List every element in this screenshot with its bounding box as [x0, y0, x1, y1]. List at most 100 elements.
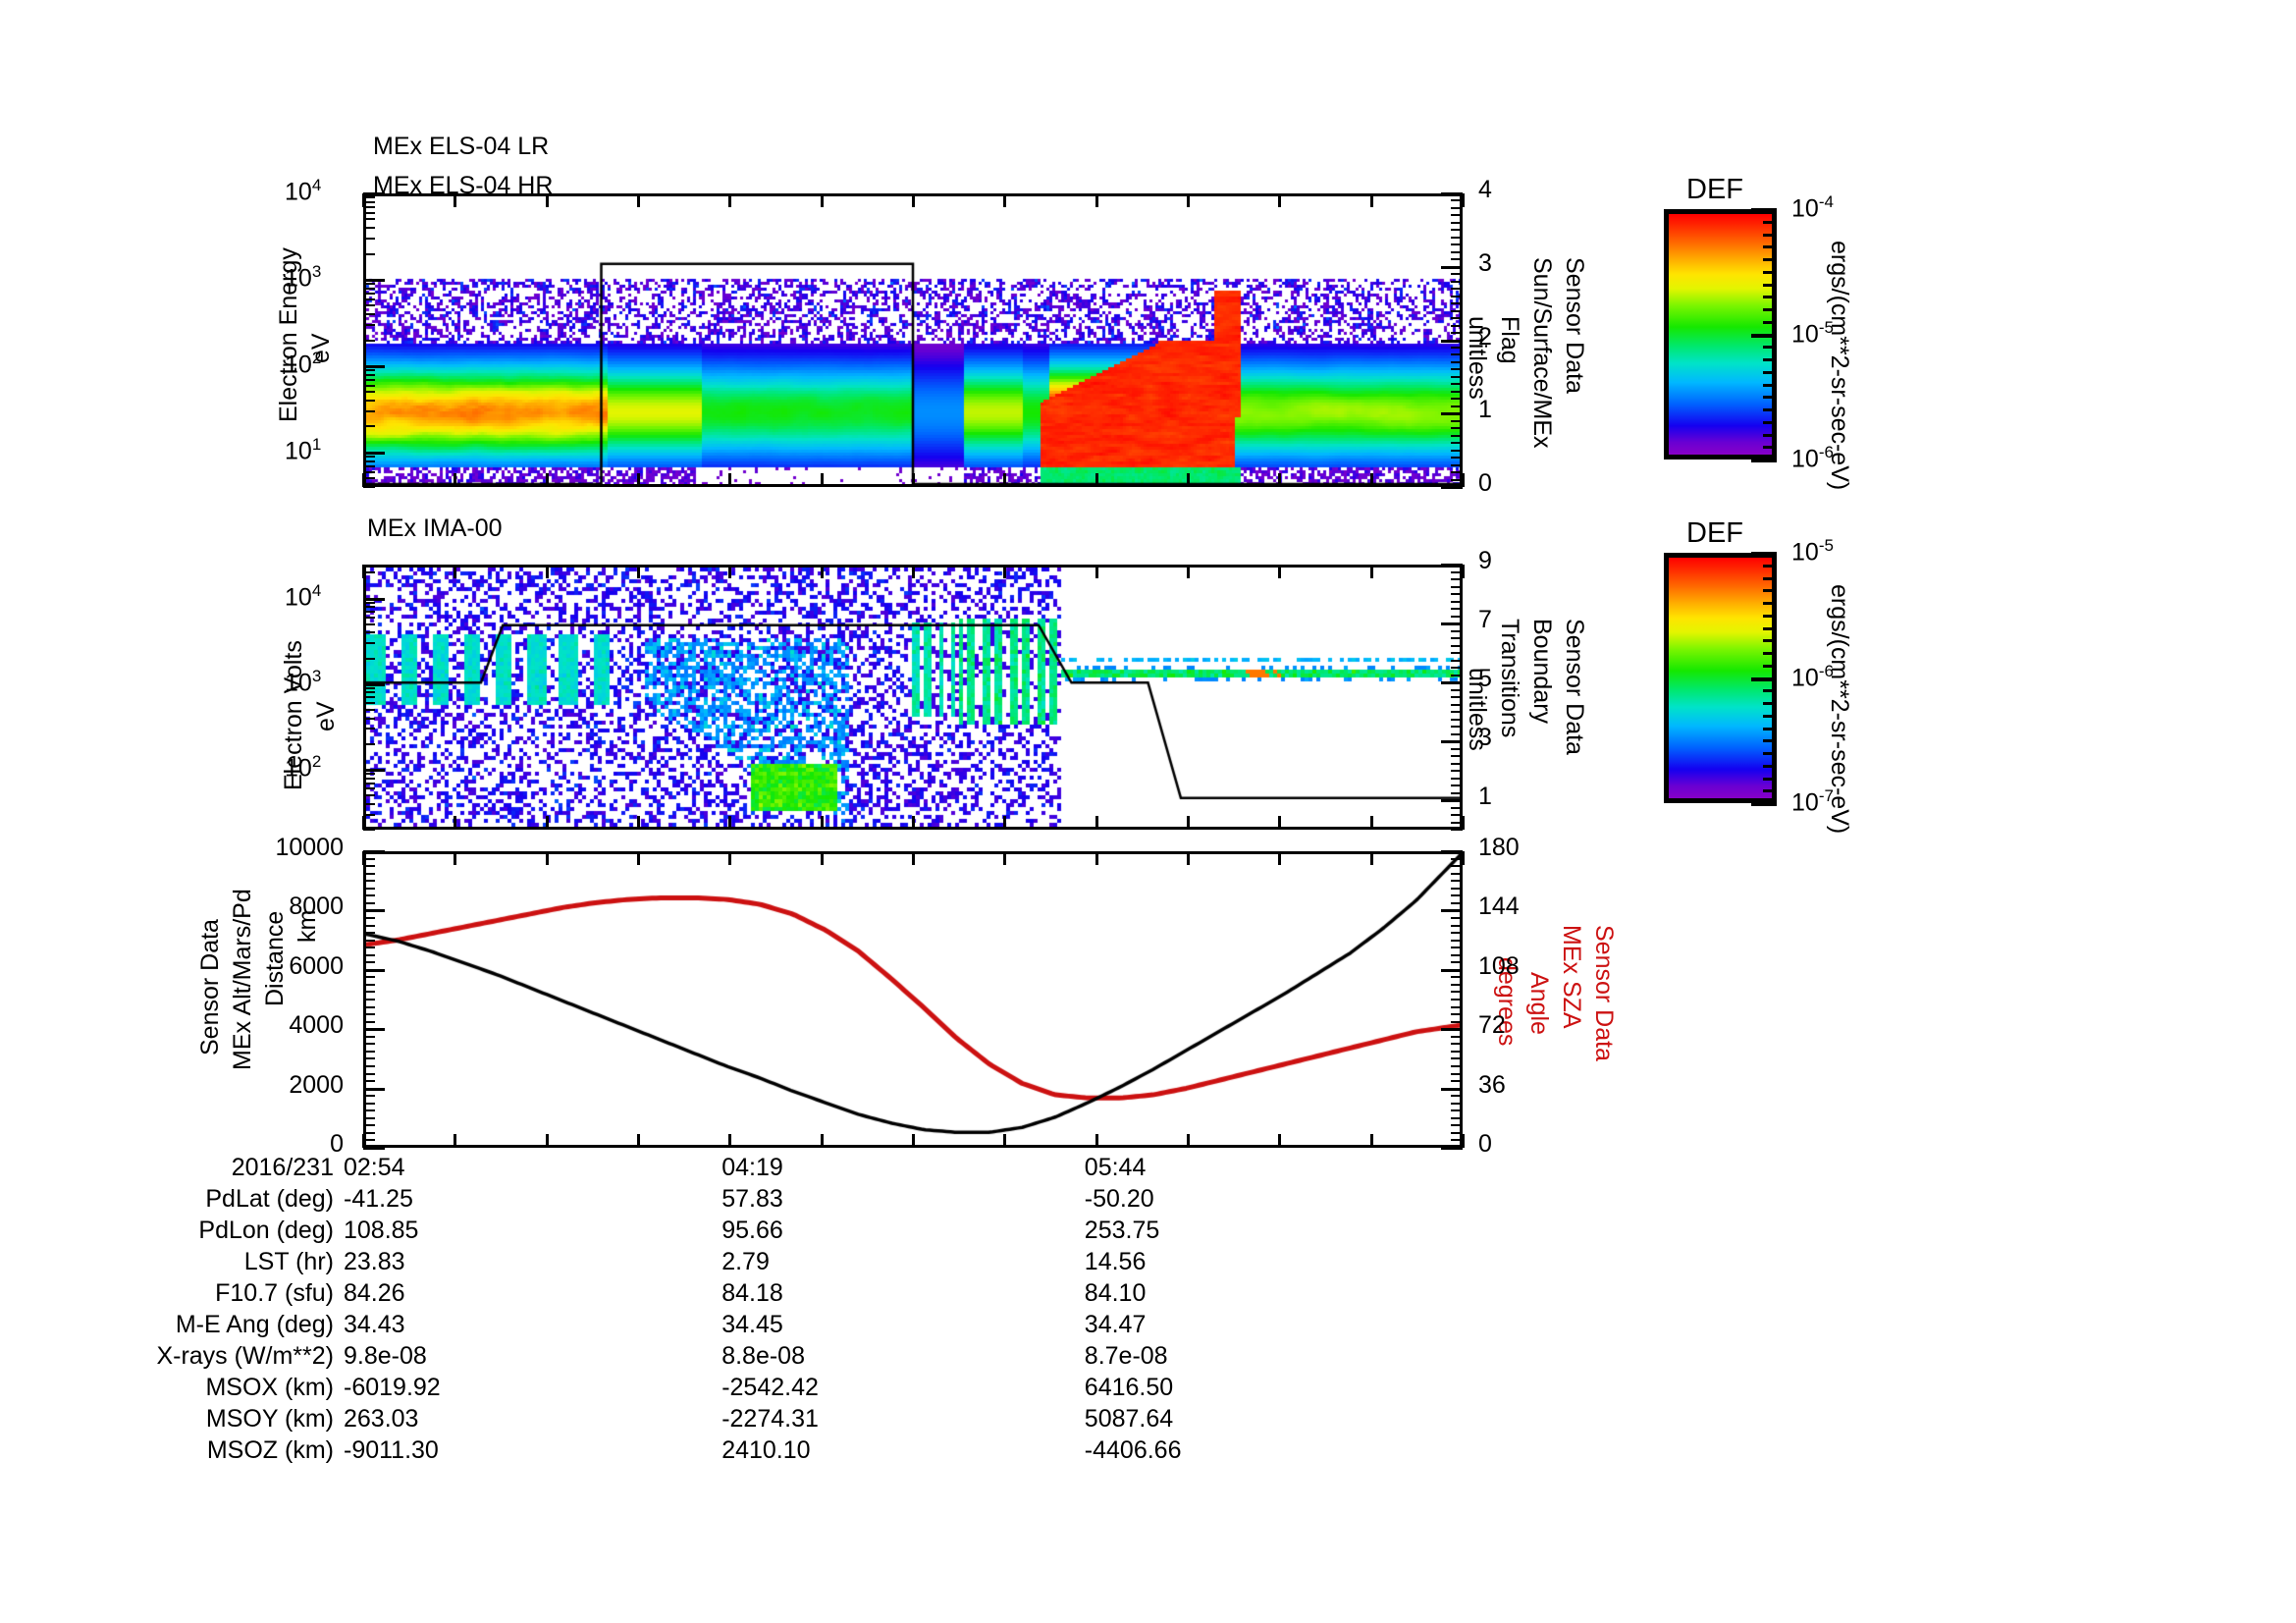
panel1-ytick-2: 102: [285, 348, 322, 379]
info-row-label: M-E Ang (deg): [175, 1311, 334, 1338]
axis-tick: [1451, 1131, 1463, 1134]
axis-tick: [363, 742, 375, 745]
axis-tick: [1763, 283, 1777, 287]
info-row-value: 5087.64: [1084, 1405, 1174, 1433]
axis-tick: [363, 991, 375, 994]
axis-tick: [1095, 1134, 1098, 1148]
axis-tick: [363, 880, 375, 883]
axis-tick: [1462, 565, 1465, 578]
axis-tick: [363, 400, 375, 402]
axis-tick: [1462, 851, 1465, 865]
info-row-value: -2542.42: [721, 1374, 819, 1401]
axis-tick: [1763, 739, 1777, 743]
panel2-spectrogram[interactable]: [363, 565, 1463, 830]
axis-tick: [637, 851, 640, 865]
axis-tick: [1462, 1134, 1465, 1148]
info-row-value: 6416.50: [1084, 1374, 1174, 1401]
axis-tick: [1451, 390, 1463, 393]
axis-tick: [1451, 236, 1463, 239]
axis-tick: [1451, 1005, 1463, 1008]
axis-tick: [1451, 777, 1463, 780]
axis-tick: [1763, 714, 1777, 718]
axis-tick: [363, 696, 375, 699]
colorbar-2-tick-1: 10-6: [1791, 661, 1834, 691]
axis-tick: [1441, 339, 1463, 343]
axis-tick: [1451, 353, 1463, 356]
axis-tick: [1451, 932, 1463, 935]
axis-tick: [1462, 193, 1465, 207]
axis-tick: [1187, 851, 1190, 865]
axis-tick: [454, 816, 457, 830]
axis-tick: [363, 617, 375, 620]
axis-tick: [820, 565, 824, 578]
axis-tick: [912, 473, 915, 487]
axis-tick: [1451, 419, 1463, 422]
axis-tick: [912, 1134, 915, 1148]
axis-tick: [363, 999, 375, 1001]
axis-tick: [1451, 726, 1463, 728]
info-row-label: PdLat (deg): [205, 1185, 334, 1213]
axis-tick: [363, 709, 375, 712]
axis-tick: [1763, 258, 1777, 261]
panel2-right-label-3: Transitions: [1496, 619, 1523, 738]
axis-tick: [362, 473, 365, 487]
axis-tick: [1451, 711, 1463, 713]
axis-tick: [1278, 193, 1282, 207]
axis-tick: [1763, 652, 1777, 655]
axis-tick: [1278, 473, 1282, 487]
panel3-lineplot[interactable]: [363, 851, 1463, 1148]
axis-tick: [1451, 1013, 1463, 1016]
axis-tick: [1763, 589, 1777, 593]
panel1-title-lr: MEx ELS-04 LR: [373, 133, 550, 160]
axis-tick: [363, 782, 375, 784]
info-row-label: MSOX (km): [205, 1374, 334, 1401]
panel3-ytick-left-8000: 8000: [289, 893, 344, 921]
info-row-value: 84.10: [1084, 1279, 1147, 1307]
panel1-ytick-right-2: 2: [1478, 322, 1492, 351]
axis-tick: [363, 857, 375, 860]
info-row-value: 2410.10: [721, 1436, 811, 1464]
axis-tick: [1095, 565, 1098, 578]
info-row-value: 95.66: [721, 1217, 783, 1244]
axis-tick: [1451, 273, 1463, 276]
panel2-ytick-right-9: 9: [1478, 547, 1492, 574]
axis-tick: [1187, 565, 1190, 578]
axis-tick: [362, 565, 365, 578]
axis-tick: [820, 193, 824, 207]
axis-tick: [1451, 968, 1463, 971]
info-row-label: LST (hr): [243, 1248, 334, 1275]
axis-tick: [363, 339, 375, 342]
axis-tick: [545, 1134, 549, 1148]
axis-tick: [1763, 308, 1777, 311]
axis-tick: [363, 456, 375, 458]
axis-tick: [1278, 851, 1282, 865]
axis-tick: [1095, 851, 1098, 865]
axis-tick: [1451, 1147, 1463, 1149]
axis-tick: [1278, 565, 1282, 578]
panel2-ytick-2: 102: [285, 752, 322, 783]
axis-tick: [1763, 576, 1777, 580]
info-row-value: 05:44: [1084, 1154, 1147, 1181]
panel1-spectrogram[interactable]: [363, 193, 1463, 487]
axis-tick: [1763, 459, 1777, 461]
axis-tick: [1763, 446, 1777, 450]
panel3-ytick-left-6000: 6000: [289, 951, 344, 980]
axis-tick: [454, 565, 457, 578]
axis-tick: [912, 565, 915, 578]
axis-tick: [1451, 229, 1463, 232]
axis-tick: [363, 571, 375, 574]
axis-tick: [1451, 427, 1463, 430]
axis-tick: [363, 451, 385, 455]
axis-tick: [454, 1134, 457, 1148]
axis-tick: [1003, 565, 1007, 578]
panel3-ytick-right-72: 72: [1478, 1011, 1506, 1040]
axis-tick: [363, 606, 375, 609]
axis-tick: [1451, 1050, 1463, 1053]
info-row-value: 9.8e-08: [344, 1342, 427, 1370]
axis-tick: [1763, 664, 1777, 668]
axis-tick: [363, 192, 385, 195]
axis-tick: [1451, 600, 1463, 603]
axis-tick: [1451, 317, 1463, 320]
axis-tick: [1451, 243, 1463, 246]
axis-tick: [545, 565, 549, 578]
